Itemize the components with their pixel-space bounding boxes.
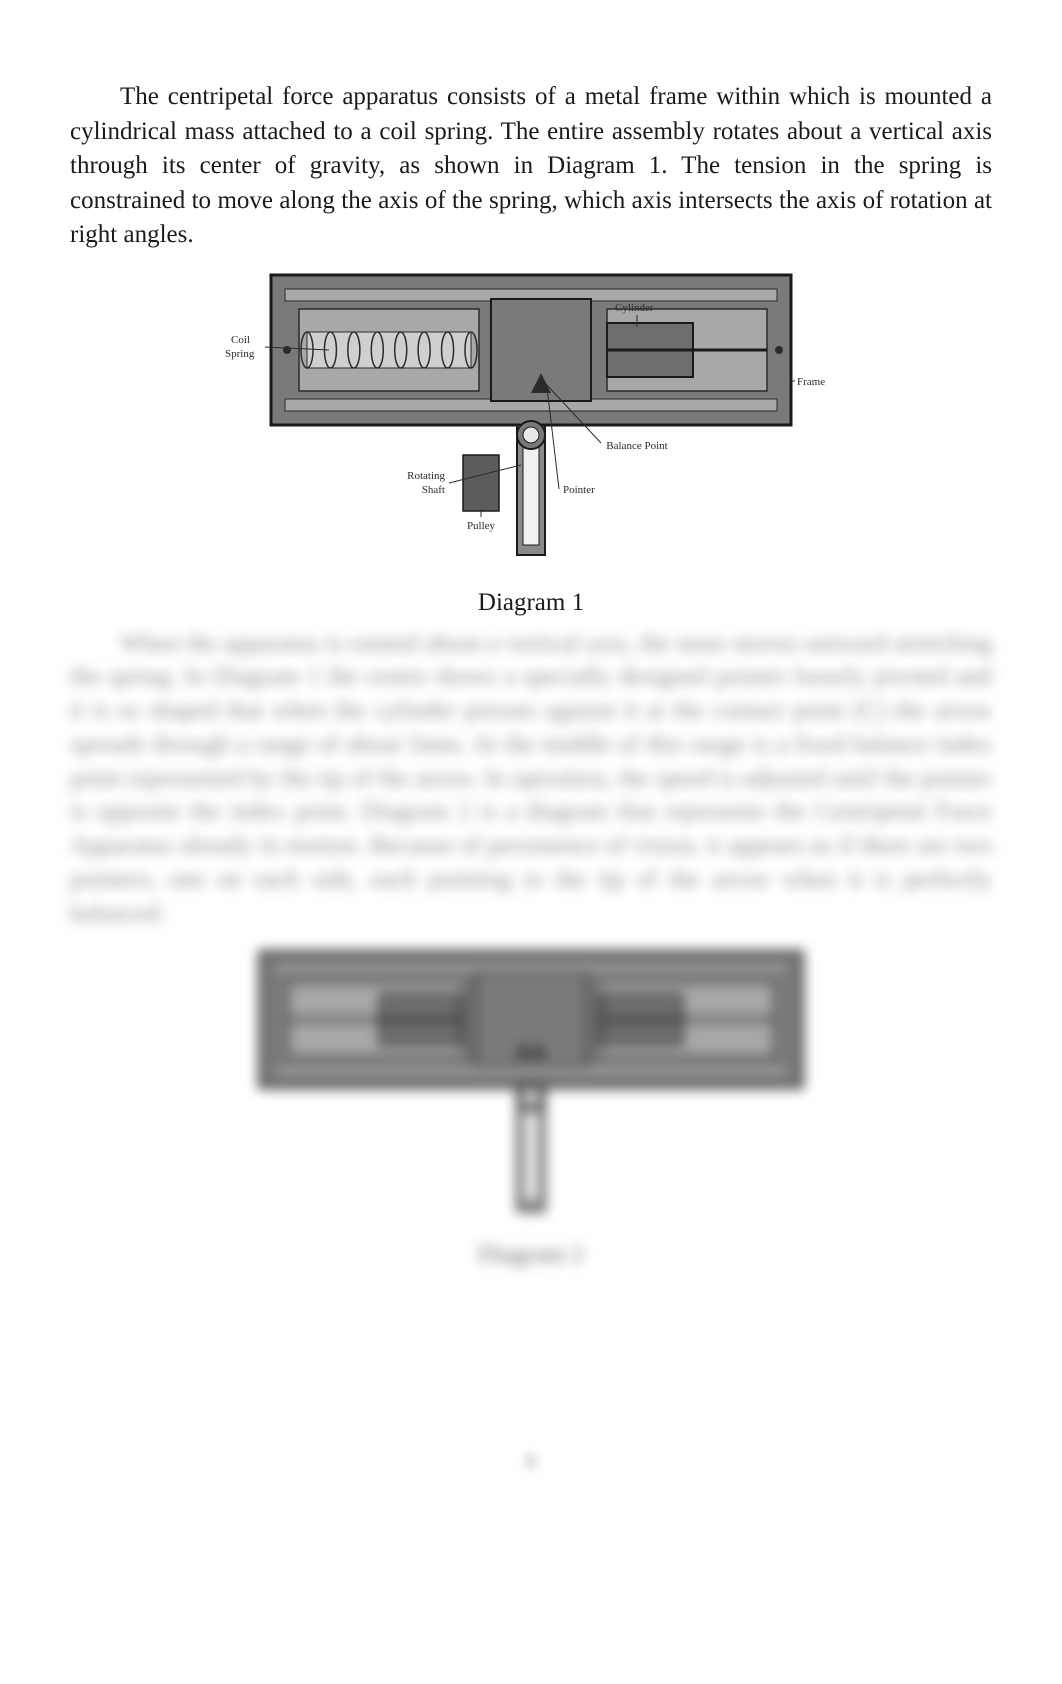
svg-text:Rotating: Rotating bbox=[407, 470, 445, 482]
diagram-2-caption: Diagram 2 bbox=[70, 1241, 992, 1269]
diagram-2-wrapper bbox=[221, 944, 841, 1235]
diagram-1-wrapper: Coil Spring Cylinder Frame Balance Point Poin… bbox=[211, 265, 851, 585]
intro-paragraph: The centripetal force apparatus consists… bbox=[70, 80, 992, 253]
diagram-2 bbox=[221, 944, 841, 1235]
svg-text:Shaft: Shaft bbox=[422, 484, 445, 496]
blurred-paragraph: When the apparatus is rotated about a ve… bbox=[70, 627, 992, 931]
diagram-1: Coil Spring Cylinder Frame Balance Point Poin… bbox=[211, 265, 851, 585]
svg-text:Pulley: Pulley bbox=[467, 520, 496, 532]
svg-text:Pointer: Pointer bbox=[563, 484, 595, 496]
diagram-1-caption: Diagram 1 bbox=[70, 589, 992, 617]
page: The centripetal force apparatus consists… bbox=[0, 0, 1062, 1684]
svg-text:Coil: Coil bbox=[231, 334, 250, 346]
page-number: 6 bbox=[0, 1448, 1062, 1474]
svg-text:Cylinder: Cylinder bbox=[615, 302, 654, 314]
svg-text:Frame: Frame bbox=[797, 376, 825, 388]
svg-text:Balance Point: Balance Point bbox=[606, 440, 667, 452]
svg-text:Spring: Spring bbox=[225, 348, 255, 360]
